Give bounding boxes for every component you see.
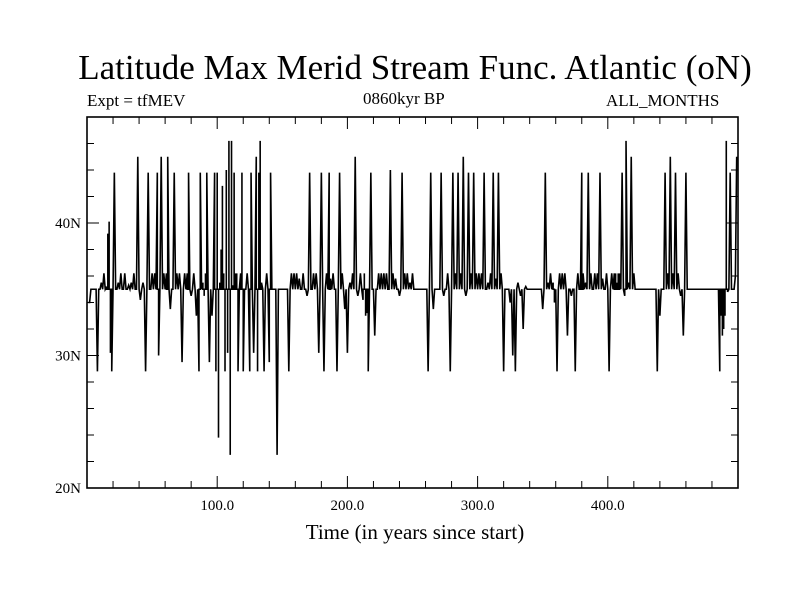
x-tick-label: 400.0 [591,498,625,514]
y-tick-label: 30N [55,349,81,365]
x-tick-label: 100.0 [200,498,234,514]
tick-labels: 100.0 200.0 300.0 400.0 20N 30N 40N [55,216,625,514]
months-label: ALL_MONTHS [606,91,720,110]
series-line [88,140,738,455]
axis-ticks [87,116,738,489]
experiment-label: Expt = tfMEV [87,91,186,110]
x-axis-title: Time (in years since start) [305,520,525,544]
y-tick-label: 40N [55,216,81,232]
x-tick-label: 200.0 [331,498,365,514]
chart-title: Latitude Max Merid Stream Func. Atlantic… [78,48,752,87]
period-label: 0860kyr BP [363,89,445,108]
plot-frame [86,116,739,489]
y-tick-label: 20N [55,481,81,497]
x-tick-label: 300.0 [461,498,495,514]
